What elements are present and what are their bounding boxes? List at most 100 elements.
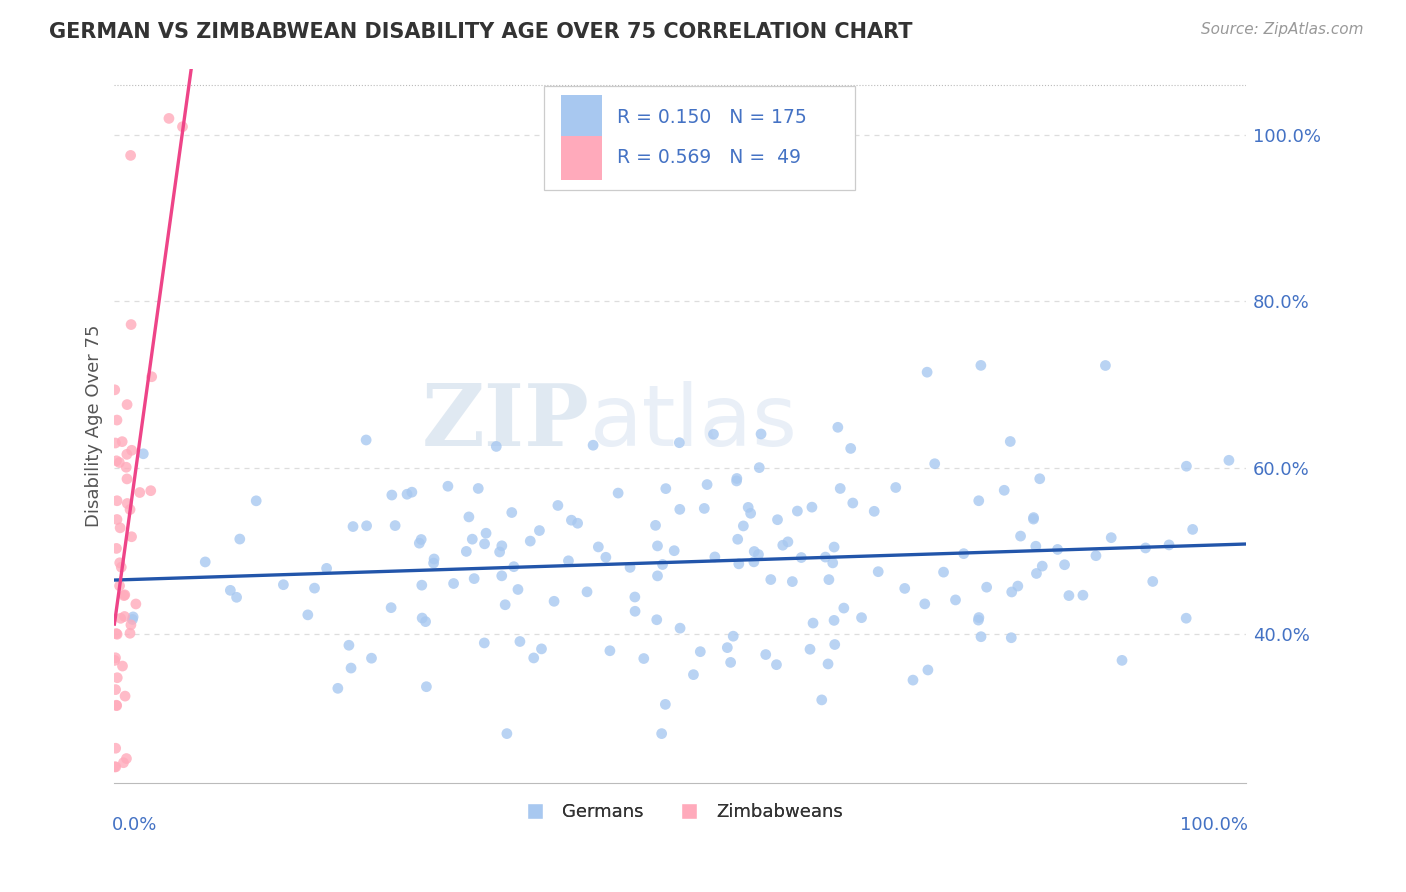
Point [304, 581, 326, 595]
Point [884, 481, 907, 495]
Point [105, 698, 128, 713]
Point [547, 499, 569, 513]
Point [755, 648, 778, 662]
Point [747, 548, 769, 562]
Y-axis label: Disability Age Over 75: Disability Age Over 75 [86, 325, 103, 527]
Point [727, 533, 749, 547]
Point [1175, 611, 1198, 625]
Point [122, 610, 145, 624]
Point [821, 556, 844, 570]
Point [120, 318, 142, 332]
Point [342, 519, 364, 533]
Point [501, 506, 523, 520]
Point [117, 496, 139, 510]
Point [952, 547, 974, 561]
Point [647, 569, 669, 583]
Point [647, 539, 669, 553]
Point [105, 541, 128, 556]
Point [121, 612, 143, 626]
Point [749, 427, 772, 442]
Point [485, 439, 508, 453]
Point [970, 359, 993, 373]
Point [326, 681, 349, 696]
Point [529, 524, 551, 538]
Point [842, 496, 865, 510]
Point [384, 518, 406, 533]
Text: 100.0%: 100.0% [1180, 815, 1249, 834]
Point [970, 630, 993, 644]
Point [576, 585, 599, 599]
Point [1000, 434, 1022, 449]
Point [993, 483, 1015, 498]
Point [560, 513, 582, 527]
Point [654, 698, 676, 712]
Point [401, 485, 423, 500]
Point [380, 600, 402, 615]
Point [799, 642, 821, 657]
Point [1001, 585, 1024, 599]
Point [1094, 359, 1116, 373]
Point [624, 590, 647, 604]
Point [645, 613, 668, 627]
Point [1111, 653, 1133, 667]
Point [682, 667, 704, 681]
Point [607, 486, 630, 500]
Point [219, 583, 242, 598]
Point [120, 148, 142, 162]
Text: R = 0.569   N =  49: R = 0.569 N = 49 [617, 148, 801, 168]
Point [128, 485, 150, 500]
Point [121, 530, 143, 544]
Text: ZIP: ZIP [422, 380, 589, 465]
Point [1218, 453, 1240, 467]
Point [1099, 531, 1122, 545]
Point [669, 621, 692, 635]
Point [1142, 574, 1164, 589]
Point [737, 500, 759, 515]
Point [720, 656, 742, 670]
Point [832, 601, 855, 615]
Point [817, 657, 839, 671]
Point [1025, 539, 1047, 553]
Point [104, 383, 127, 397]
Point [914, 597, 936, 611]
Point [245, 493, 267, 508]
Point [411, 578, 433, 592]
Point [104, 741, 127, 756]
Point [664, 543, 686, 558]
Point [915, 365, 938, 379]
Point [976, 580, 998, 594]
Point [396, 487, 419, 501]
Point [651, 726, 673, 740]
Point [1029, 472, 1052, 486]
Point [229, 532, 252, 546]
Point [475, 526, 498, 541]
Point [354, 433, 377, 447]
Point [141, 369, 163, 384]
Point [104, 760, 127, 774]
Point [742, 544, 765, 558]
Point [488, 545, 510, 559]
Point [114, 609, 136, 624]
Point [599, 644, 621, 658]
Point [105, 626, 128, 640]
Point [105, 512, 128, 526]
Point [108, 579, 131, 593]
Point [115, 447, 138, 461]
Point [967, 610, 990, 624]
Point [851, 610, 873, 624]
Point [104, 682, 127, 697]
Point [810, 693, 832, 707]
Point [863, 504, 886, 518]
Point [356, 518, 378, 533]
Point [1031, 559, 1053, 574]
Point [437, 479, 460, 493]
Point [114, 689, 136, 703]
Point [519, 534, 541, 549]
Point [693, 501, 716, 516]
FancyBboxPatch shape [561, 136, 602, 180]
Point [111, 434, 134, 449]
Point [725, 474, 748, 488]
Text: 0.0%: 0.0% [112, 815, 157, 834]
Point [582, 438, 605, 452]
Point [668, 435, 690, 450]
